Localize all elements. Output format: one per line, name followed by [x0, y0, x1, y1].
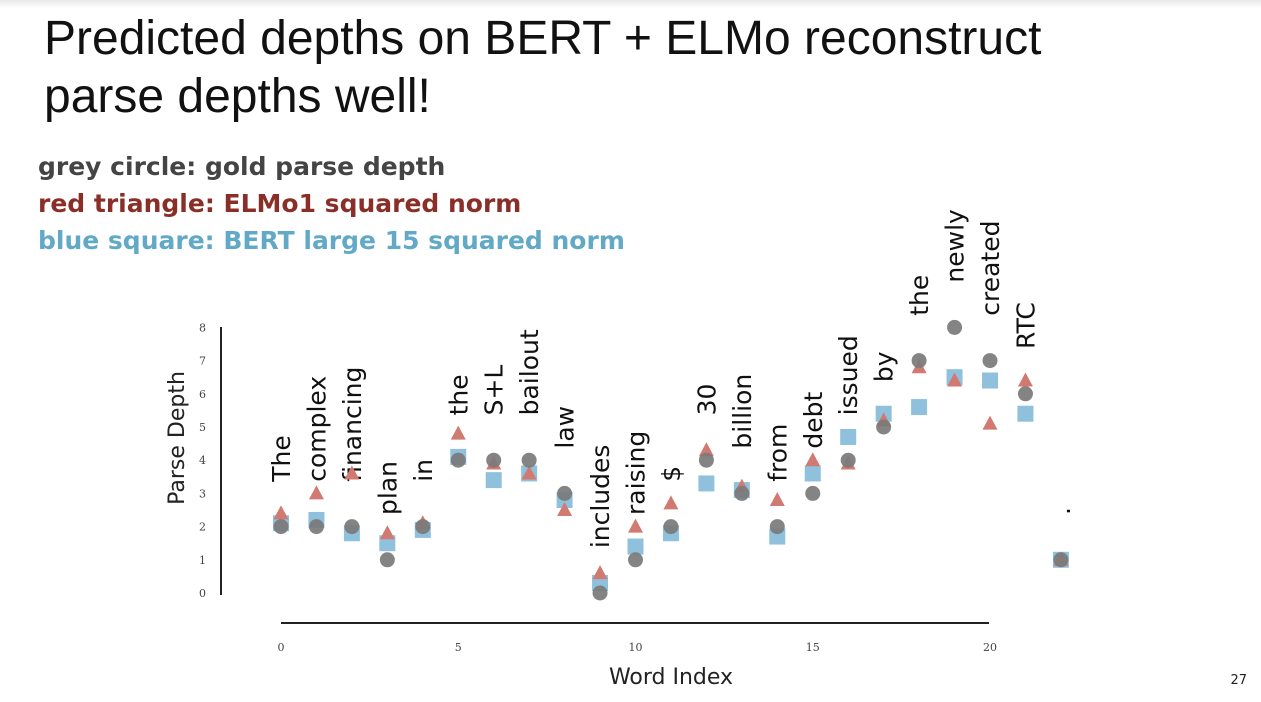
elmo-norm-point [769, 492, 785, 507]
legend: grey circle: gold parse depth red triang… [38, 148, 625, 259]
bert-norm-point [627, 538, 644, 555]
gold-depth-point [840, 452, 856, 468]
gold-depth-point [486, 452, 502, 468]
gold-depth-point [911, 353, 927, 369]
y-tick-label: 3 [199, 487, 206, 500]
legend-gold-depth: grey circle: gold parse depth [38, 152, 446, 181]
elmo-norm-point [592, 565, 608, 580]
gold-depth-point [947, 319, 963, 335]
bert-norm-point [840, 428, 857, 445]
word-label: The [267, 435, 296, 483]
y-axis-title: Parse Depth [165, 371, 190, 505]
gold-depth-point [876, 419, 892, 435]
elmo-norm-point [308, 485, 324, 500]
gold-depth-point [344, 519, 360, 535]
elmo-norm-point [273, 505, 289, 520]
word-label: created [976, 221, 1005, 316]
elmo-norm-point [1017, 372, 1033, 387]
legend-bert-norm: blue square: BERT large 15 squared norm [38, 226, 625, 255]
gold-depth-point [734, 485, 750, 501]
legend-elmo-norm: red triangle: ELMo1 squared norm [38, 189, 522, 218]
word-label: complex [302, 376, 331, 482]
word-label: . [1047, 507, 1076, 515]
word-label: issued [834, 335, 863, 415]
top-strip [0, 0, 1261, 8]
bert-norm-point [804, 465, 821, 482]
data-markers [273, 319, 1069, 601]
x-tick-labels: 0 5 10 15 20 [278, 641, 998, 654]
y-tick-label: 7 [199, 355, 206, 368]
x-tick-label: 5 [455, 641, 462, 654]
word-label: financing [338, 367, 367, 482]
word-label: bailout [515, 329, 544, 415]
word-label: raising [622, 431, 651, 515]
x-tick-label: 10 [629, 641, 643, 654]
page-number: 27 [1230, 673, 1247, 688]
word-label: debt [799, 391, 828, 448]
elmo-norm-point [521, 465, 537, 480]
word-label: plan [373, 461, 402, 515]
word-label: $ [657, 466, 686, 482]
word-label: 30 [692, 384, 721, 416]
word-label: RTC [1011, 302, 1040, 349]
word-label: S+L [480, 365, 509, 416]
gold-depth-point [805, 485, 821, 501]
x-tick-label: 0 [278, 641, 285, 654]
y-tick-labels: 0 1 2 3 4 5 6 7 8 [199, 321, 206, 600]
elmo-norm-point [982, 415, 998, 430]
gold-depth-point [379, 552, 395, 568]
gold-depth-point [273, 519, 289, 535]
word-label: in [409, 459, 438, 482]
word-label: the [905, 275, 934, 316]
word-label: newly [941, 209, 970, 283]
bert-norm-point [982, 372, 998, 389]
bert-norm-point [698, 475, 715, 492]
gold-depth-point [1053, 552, 1069, 568]
y-tick-label: 0 [199, 587, 206, 600]
y-tick-label: 5 [199, 421, 206, 434]
x-tick-label: 15 [806, 641, 820, 654]
gold-depth-point [308, 519, 324, 535]
elmo-norm-point [805, 452, 821, 467]
y-tick-label: 6 [199, 388, 206, 401]
word-label: the [444, 374, 473, 415]
gold-depth-point [592, 585, 608, 601]
elmo-norm-point [663, 495, 679, 510]
elmo-norm-point [947, 372, 963, 387]
gold-depth-point [982, 353, 998, 369]
word-label: billion [728, 374, 757, 449]
elmo-norm-point [628, 518, 643, 533]
gold-depth-point [450, 452, 466, 468]
y-tick-label: 2 [199, 521, 206, 534]
bert-norm-point [911, 399, 928, 416]
bert-norm-point [1017, 405, 1034, 422]
y-tick-label: 4 [199, 454, 206, 467]
elmo-norm-point [344, 465, 360, 480]
gold-depth-point [628, 552, 643, 568]
gold-depth-point [557, 485, 573, 501]
word-label: by [870, 351, 899, 382]
y-tick-label: 8 [199, 321, 206, 334]
x-tick-label: 20 [983, 641, 997, 654]
elmo-norm-point [450, 425, 466, 440]
slide-title: Predicted depths on BERT + ELMo reconstr… [44, 12, 1042, 123]
gold-depth-point [663, 519, 679, 535]
elmo-norm-point [379, 525, 395, 540]
gold-depth-point [521, 452, 537, 468]
word-label: from [763, 424, 792, 482]
gold-depth-point [1017, 386, 1033, 402]
gold-depth-point [698, 452, 714, 468]
y-tick-label: 1 [199, 554, 206, 567]
gold-depth-point [415, 519, 431, 535]
word-label: includes [586, 445, 615, 549]
bert-norm-point [485, 472, 502, 489]
elmo-norm-point [557, 502, 573, 516]
x-axis-title: Word Index [609, 665, 733, 690]
elmo-norm-point [698, 442, 714, 457]
gold-depth-point [769, 519, 785, 535]
word-label: law [551, 406, 580, 449]
